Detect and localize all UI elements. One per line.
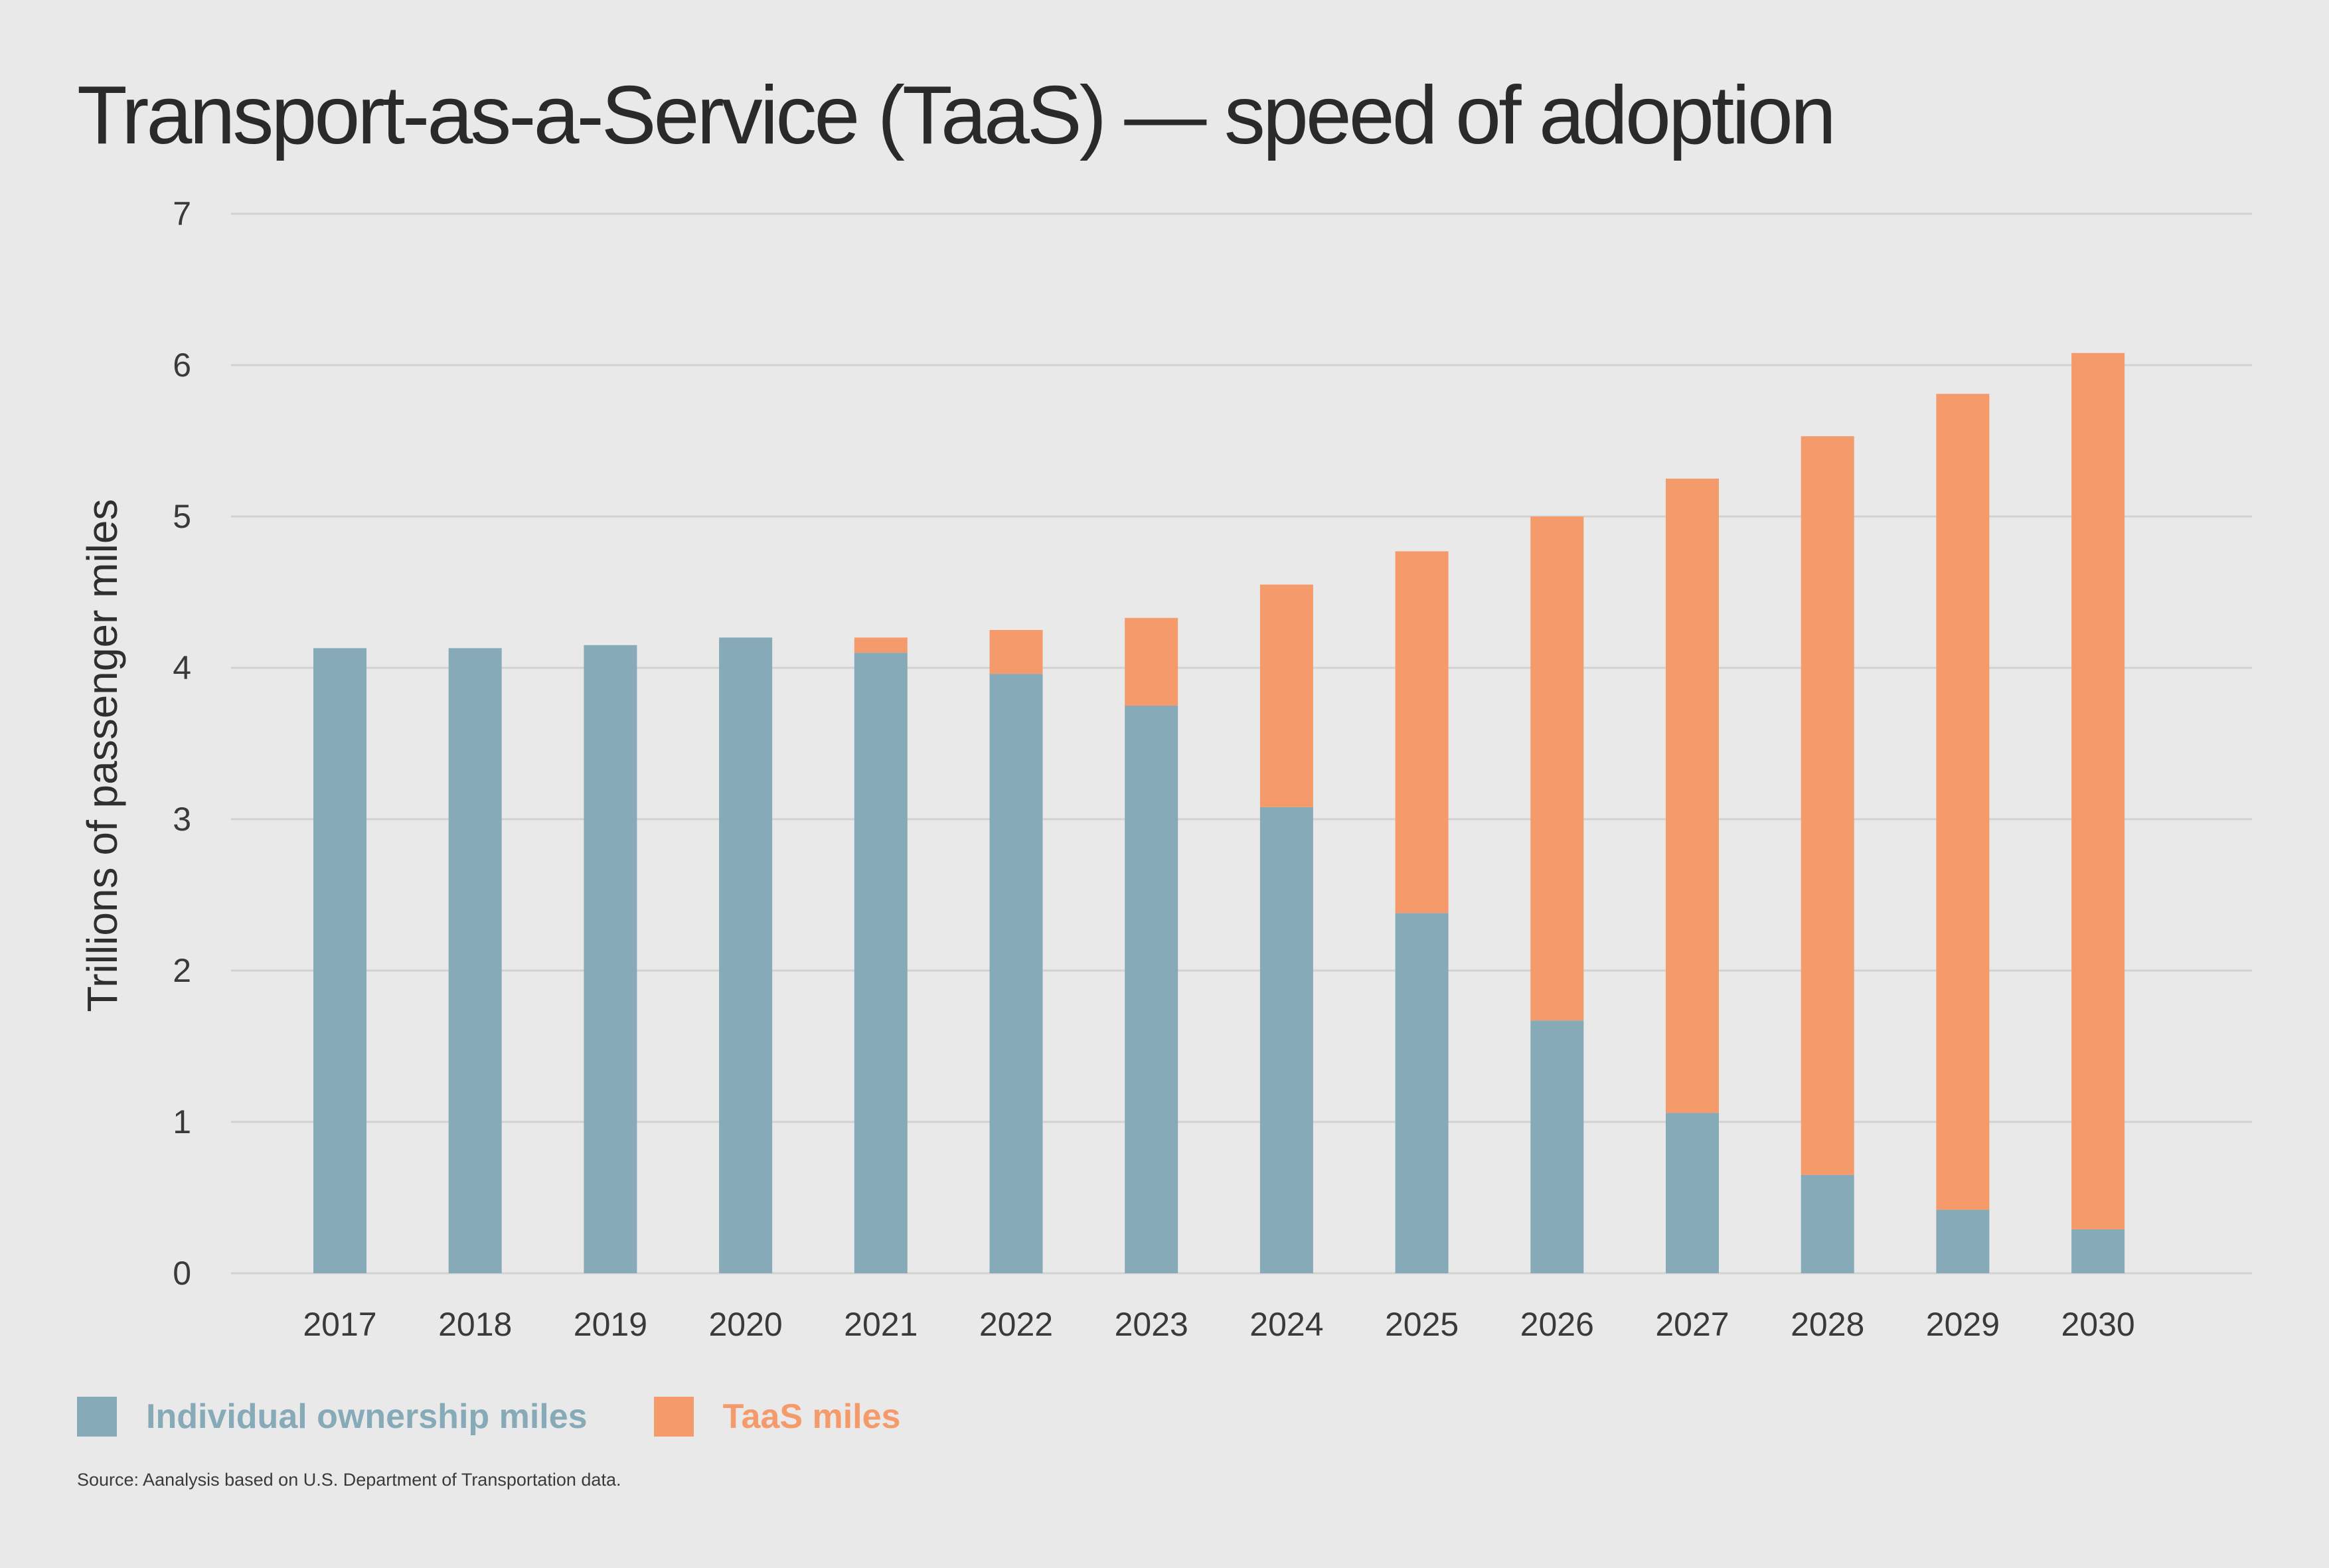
x-tick-label-2029: 2029 <box>1926 1306 2000 1343</box>
bar-taas-2029 <box>1936 394 1990 1210</box>
x-axis-ticks: 2017 2018 2019 2020 2021 2022 2023 2024 2025 2026… <box>303 1306 2134 1343</box>
y-tick-label-4: 4 <box>173 649 191 686</box>
bar-taas-2027 <box>1666 479 1719 1113</box>
x-tick-label-2022: 2022 <box>979 1306 1053 1343</box>
legend-label-taas: TaaS miles <box>722 1397 901 1436</box>
y-tick-label-2: 2 <box>173 952 191 989</box>
legend-swatch-individual <box>77 1397 117 1437</box>
x-tick-label-2020: 2020 <box>708 1306 782 1343</box>
x-tick-label-2028: 2028 <box>1791 1306 1864 1343</box>
x-tick-label-2017: 2017 <box>303 1306 376 1343</box>
x-tick-label-2030: 2030 <box>2061 1306 2134 1343</box>
bar-individual-2030 <box>2071 1229 2125 1273</box>
y-tick-label-6: 6 <box>173 347 191 384</box>
bar-individual-2029 <box>1936 1210 1990 1273</box>
y-tick-label-0: 0 <box>173 1255 191 1292</box>
bar-taas-2023 <box>1125 617 1178 706</box>
bar-individual-2017 <box>313 648 366 1273</box>
bar-taas-2024 <box>1259 584 1313 807</box>
bar-individual-2026 <box>1530 1020 1584 1273</box>
bar-individual-2028 <box>1801 1174 1854 1273</box>
legend-item-individual: Individual ownership miles <box>77 1397 588 1437</box>
bar-taas-2021 <box>854 637 908 653</box>
legend: Individual ownership miles TaaS miles <box>77 1397 967 1437</box>
x-tick-label-2021: 2021 <box>844 1306 918 1343</box>
bar-individual-2019 <box>584 645 637 1273</box>
bar-individual-2018 <box>448 648 502 1273</box>
bar-taas-2026 <box>1530 516 1584 1021</box>
x-tick-label-2019: 2019 <box>574 1306 647 1343</box>
legend-item-taas: TaaS miles <box>653 1397 901 1437</box>
x-tick-label-2027: 2027 <box>1655 1306 1729 1343</box>
bar-individual-2023 <box>1125 706 1178 1273</box>
y-tick-label-5: 5 <box>173 498 191 535</box>
bar-individual-2020 <box>719 637 773 1273</box>
legend-label-individual: Individual ownership miles <box>146 1397 588 1436</box>
chart-title: Transport-as-a-Service (TaaS) — speed of… <box>77 70 1836 161</box>
y-axis-label: Trillions of passenger miles <box>78 499 126 1012</box>
legend-swatch-taas <box>653 1397 694 1437</box>
bar-taas-2022 <box>989 630 1043 674</box>
x-tick-label-2025: 2025 <box>1385 1306 1459 1343</box>
x-tick-label-2024: 2024 <box>1249 1306 1323 1343</box>
bar-individual-2027 <box>1666 1113 1719 1273</box>
x-tick-label-2023: 2023 <box>1115 1306 1188 1343</box>
bar-taas-2025 <box>1395 551 1449 913</box>
bar-individual-2024 <box>1259 807 1313 1273</box>
y-axis-ticks: 0 1 2 3 4 5 6 7 <box>173 195 191 1292</box>
y-tick-label-7: 7 <box>173 195 191 232</box>
x-tick-label-2026: 2026 <box>1520 1306 1594 1343</box>
bar-individual-2022 <box>989 674 1043 1273</box>
bar-individual-2021 <box>854 653 908 1273</box>
y-tick-label-3: 3 <box>173 801 191 838</box>
bar-taas-2028 <box>1801 436 1854 1175</box>
bar-individual-2025 <box>1395 913 1449 1273</box>
bars <box>313 353 2125 1273</box>
bar-taas-2030 <box>2071 353 2125 1229</box>
gridlines <box>231 212 2252 1275</box>
source-note: Source: Aanalysis based on U.S. Departme… <box>77 1470 621 1490</box>
x-tick-label-2018: 2018 <box>438 1306 512 1343</box>
y-tick-label-1: 1 <box>173 1103 191 1140</box>
